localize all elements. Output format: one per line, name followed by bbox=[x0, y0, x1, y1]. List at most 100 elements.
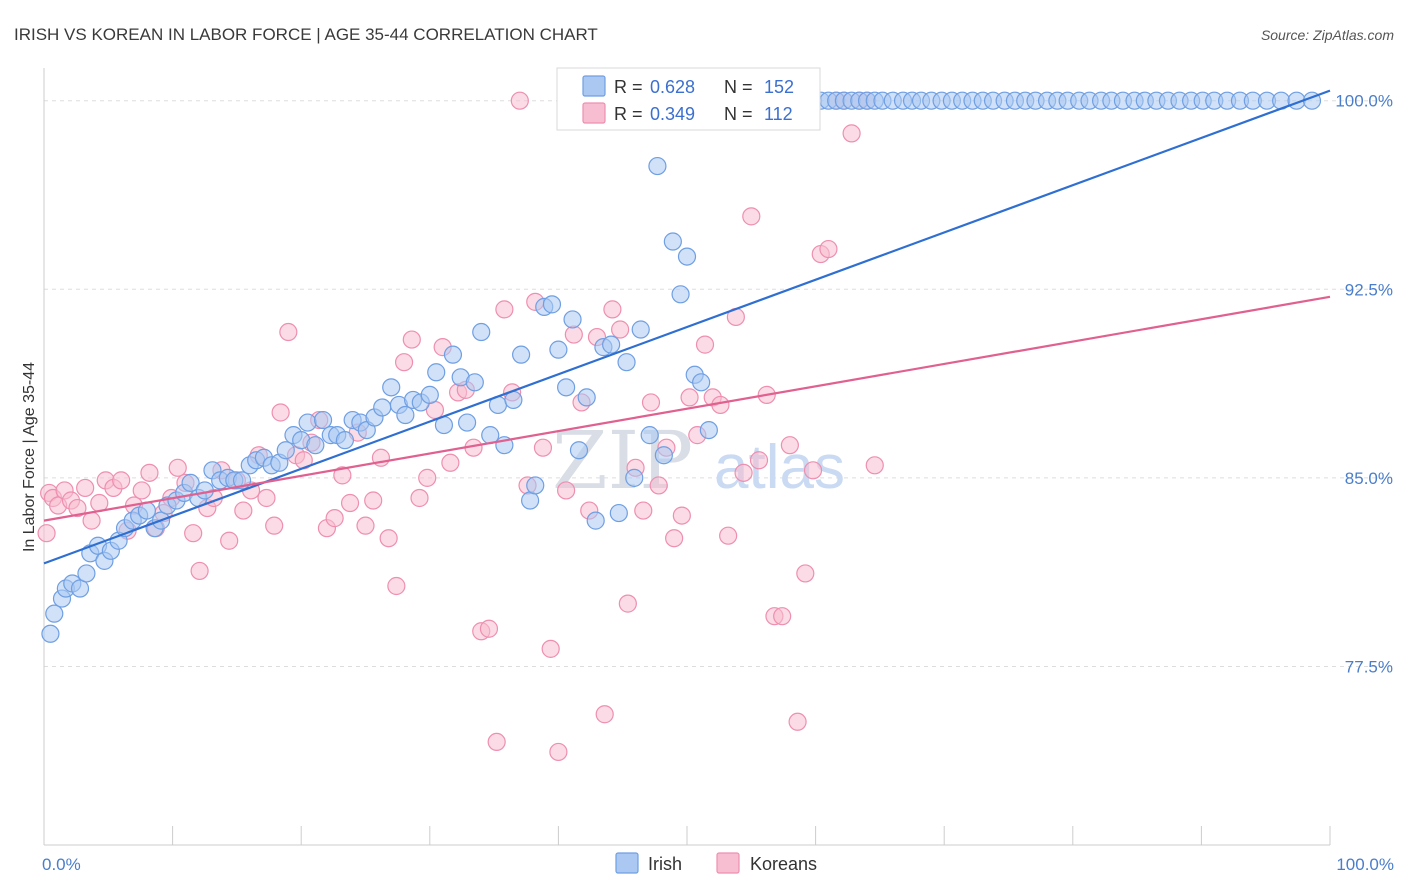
koreans-point-81 bbox=[634, 501, 653, 520]
irish-point-66 bbox=[521, 491, 540, 510]
irish-point-42 bbox=[335, 431, 355, 450]
stats-legend: R = 0.628 N = 152 R = 0.349 N = 112 bbox=[556, 67, 821, 131]
koreans-point-45 bbox=[356, 516, 375, 535]
koreans-point-20 bbox=[168, 458, 187, 477]
koreans-point-77 bbox=[603, 300, 622, 319]
irish-point-0 bbox=[41, 624, 60, 643]
koreans-point-50 bbox=[394, 353, 414, 372]
irish-point-75 bbox=[586, 511, 605, 530]
koreans-point-78 bbox=[611, 320, 630, 339]
irish-point-74 bbox=[577, 388, 596, 407]
koreans-point-52 bbox=[410, 488, 429, 508]
legend-koreans-n-label: N = bbox=[724, 104, 753, 124]
koreans-point-16 bbox=[140, 463, 159, 482]
irish-point-58 bbox=[457, 413, 477, 432]
koreans-point-7 bbox=[76, 478, 95, 498]
koreans-point-61 bbox=[479, 619, 499, 638]
irish-point-73 bbox=[569, 441, 589, 460]
koreans-point-76 bbox=[595, 705, 614, 724]
koreans-point-0 bbox=[37, 524, 56, 543]
koreans-point-99 bbox=[773, 607, 792, 626]
legend-irish-r-label: R = bbox=[614, 77, 643, 97]
irish-point-54 bbox=[427, 363, 446, 382]
irish-point-65 bbox=[512, 345, 531, 364]
irish-point-82 bbox=[640, 426, 659, 445]
koreans-point-72 bbox=[564, 325, 583, 344]
koreans-point-63 bbox=[495, 300, 514, 319]
legend-koreans-swatch bbox=[582, 102, 606, 124]
koreans-point-27 bbox=[220, 531, 239, 550]
koreans-point-41 bbox=[325, 509, 344, 528]
koreans-point-95 bbox=[742, 207, 761, 226]
legend-irish-n-value: 152 bbox=[764, 77, 794, 97]
koreans-point-32 bbox=[257, 488, 276, 508]
trend-lines bbox=[43, 89, 1331, 565]
koreans-point-69 bbox=[541, 639, 560, 658]
koreans-point-49 bbox=[387, 576, 406, 596]
irish-point-39 bbox=[313, 410, 333, 430]
gridlines bbox=[44, 100, 1394, 667]
source-label: Source: ZipAtlas.com bbox=[1261, 27, 1394, 43]
irish-trend-line bbox=[43, 89, 1331, 565]
koreans-point-102 bbox=[796, 564, 815, 583]
koreans-point-15 bbox=[132, 481, 151, 500]
irish-point-81 bbox=[631, 320, 650, 339]
irish-point-47 bbox=[373, 398, 392, 417]
irish-point-34 bbox=[276, 441, 295, 460]
irish-point-89 bbox=[692, 373, 711, 392]
legend-koreans-n-value: 112 bbox=[764, 104, 793, 124]
irish-point-87 bbox=[677, 247, 697, 266]
koreans-point-101 bbox=[788, 712, 807, 731]
koreans-point-53 bbox=[418, 468, 437, 487]
koreans-point-68 bbox=[533, 438, 553, 457]
koreans-point-42 bbox=[333, 466, 352, 485]
watermark-atlas: atlas bbox=[714, 433, 845, 502]
koreans-point-79 bbox=[618, 594, 637, 613]
irish-point-23 bbox=[195, 481, 214, 500]
koreans-point-108 bbox=[842, 124, 861, 143]
irish-point-50 bbox=[396, 405, 415, 425]
x-tick-label-right: 100.0% bbox=[1336, 855, 1394, 874]
irish-point-90 bbox=[699, 420, 718, 440]
irish-point-48 bbox=[382, 378, 401, 397]
koreans-point-87 bbox=[680, 388, 699, 407]
koreans-point-71 bbox=[557, 481, 576, 500]
koreans-point-89 bbox=[695, 335, 715, 354]
bottom-legend-irish-swatch bbox=[615, 852, 639, 874]
koreans-point-23 bbox=[190, 561, 209, 581]
irish-point-84 bbox=[654, 446, 673, 465]
irish-point-67 bbox=[526, 476, 545, 495]
irish-point-37 bbox=[298, 413, 317, 432]
koreans-point-35 bbox=[279, 322, 298, 342]
koreans-point-6 bbox=[68, 498, 87, 518]
koreans-point-100 bbox=[780, 436, 799, 455]
irish-point-72 bbox=[563, 310, 582, 329]
legend-irish-r-value: 0.628 bbox=[650, 77, 695, 97]
bottom-legend-koreans-swatch bbox=[716, 852, 740, 874]
koreans-point-29 bbox=[234, 501, 253, 520]
y-tick-label-0: 100.0% bbox=[1335, 92, 1393, 111]
koreans-point-62 bbox=[487, 732, 506, 752]
irish-point-56 bbox=[443, 345, 463, 364]
koreans-point-8 bbox=[82, 511, 101, 530]
koreans-point-70 bbox=[549, 742, 568, 762]
koreans-point-22 bbox=[184, 524, 203, 543]
irish-point-78 bbox=[609, 503, 628, 523]
bottom-legend-koreans-label: Koreans bbox=[750, 854, 817, 874]
chart-title: IRISH VS KOREAN IN LABOR FORCE | AGE 35-… bbox=[14, 25, 598, 44]
irish-point-71 bbox=[557, 378, 576, 397]
irish-point-1 bbox=[45, 604, 64, 623]
koreans-point-83 bbox=[649, 476, 668, 495]
koreans-point-85 bbox=[665, 529, 684, 548]
irish-point-5 bbox=[70, 579, 90, 598]
irish-point-70 bbox=[549, 340, 568, 359]
irish-point-86 bbox=[671, 285, 690, 304]
koreans-point-33 bbox=[265, 516, 284, 535]
irish-point-80 bbox=[625, 468, 644, 487]
y-tick-label-1: 92.5% bbox=[1345, 280, 1393, 299]
y-tick-label-3: 77.5% bbox=[1345, 657, 1393, 676]
legend-irish-n-label: N = bbox=[724, 77, 753, 97]
irish-point-59 bbox=[465, 373, 484, 392]
koreans-point-86 bbox=[672, 506, 691, 525]
